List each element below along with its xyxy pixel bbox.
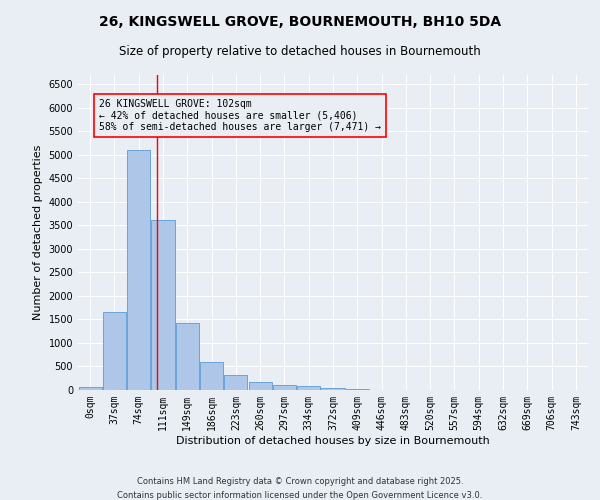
Bar [273, 385, 296, 390]
Text: Contains HM Land Registry data © Crown copyright and database right 2025.: Contains HM Land Registry data © Crown c… [137, 478, 463, 486]
Bar [176, 323, 199, 390]
Bar [127, 150, 150, 390]
Bar [79, 388, 101, 390]
Bar [346, 389, 369, 390]
Text: Size of property relative to detached houses in Bournemouth: Size of property relative to detached ho… [119, 45, 481, 58]
Text: Contains public sector information licensed under the Open Government Licence v3: Contains public sector information licen… [118, 491, 482, 500]
Bar [224, 376, 247, 390]
Text: 26 KINGSWELL GROVE: 102sqm
← 42% of detached houses are smaller (5,406)
58% of s: 26 KINGSWELL GROVE: 102sqm ← 42% of deta… [98, 98, 380, 132]
Bar [200, 362, 223, 390]
X-axis label: Distribution of detached houses by size in Bournemouth: Distribution of detached houses by size … [176, 436, 490, 446]
Bar [322, 388, 344, 390]
Bar [151, 220, 175, 390]
Y-axis label: Number of detached properties: Number of detached properties [33, 145, 43, 320]
Text: 26, KINGSWELL GROVE, BOURNEMOUTH, BH10 5DA: 26, KINGSWELL GROVE, BOURNEMOUTH, BH10 5… [99, 15, 501, 29]
Bar [248, 382, 272, 390]
Bar [103, 312, 126, 390]
Bar [297, 386, 320, 390]
